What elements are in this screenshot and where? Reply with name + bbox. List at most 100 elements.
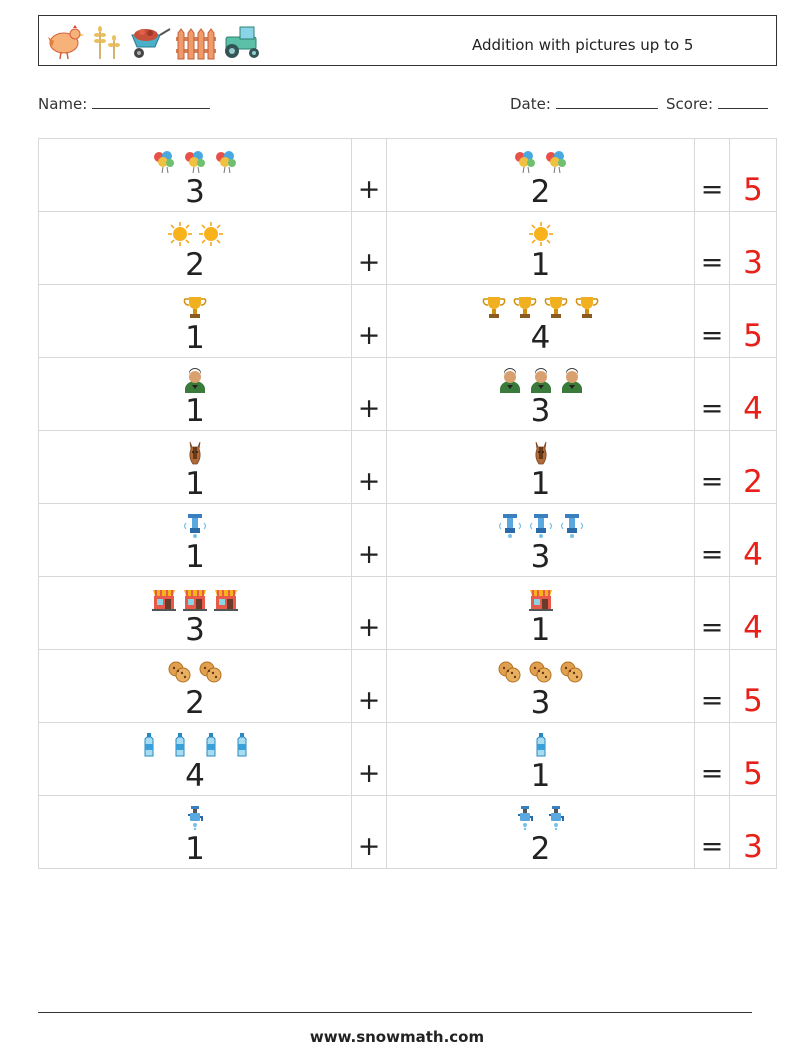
answer-value: 4	[743, 610, 763, 646]
answer-cell[interactable]: 2	[729, 430, 777, 504]
problem-row: 3 +2 = 5	[38, 138, 777, 212]
plus-sign: +	[357, 685, 381, 716]
answer-cell[interactable]: 5	[729, 722, 777, 796]
name-field[interactable]: Name:	[38, 94, 211, 113]
score-blank[interactable]	[717, 94, 768, 109]
worksheet-header: Addition with pictures up to 5	[38, 15, 777, 66]
problem-row: 3 +1 = 4	[38, 576, 777, 650]
balloons-icon	[151, 148, 177, 174]
plus-sign-cell: +	[351, 722, 387, 796]
first-addend-number: 1	[185, 831, 205, 867]
answer-cell[interactable]: 5	[729, 138, 777, 212]
date-label: Date:	[510, 95, 551, 113]
answer-cell[interactable]: 4	[729, 357, 777, 431]
trophy-icon	[543, 294, 569, 320]
bottle-icon	[136, 732, 162, 758]
name-blank[interactable]	[92, 94, 211, 109]
problem-row: 1 +3 = 4	[38, 503, 777, 577]
plus-sign: +	[357, 393, 381, 424]
person-icon	[182, 367, 208, 393]
bottle-icon	[229, 732, 255, 758]
answer-cell[interactable]: 5	[729, 649, 777, 723]
person-icon	[528, 367, 554, 393]
answer-cell[interactable]: 4	[729, 576, 777, 650]
second-addend-cell: 2	[386, 795, 695, 869]
second-addend-number: 4	[530, 320, 551, 356]
second-addend-number: 2	[530, 831, 551, 867]
second-addend-cell: 3	[386, 649, 695, 723]
second-addend-cell: 3	[386, 357, 695, 431]
faucet-icon	[543, 805, 569, 831]
plus-sign: +	[357, 247, 381, 278]
water-filter-icon	[528, 513, 554, 539]
date-blank[interactable]	[555, 94, 658, 109]
horse-icon	[528, 440, 554, 466]
worksheet-title: Addition with pictures up to 5	[472, 36, 694, 54]
equals-sign: =	[700, 612, 724, 643]
second-addend-number: 3	[530, 685, 551, 721]
footer-divider	[38, 1012, 752, 1013]
cookies-icon	[167, 659, 193, 685]
plus-sign-cell: +	[351, 795, 387, 869]
first-addend-pictures	[39, 220, 351, 248]
equals-sign: =	[700, 174, 724, 205]
equals-sign-cell: =	[694, 357, 730, 431]
trophy-icon	[481, 294, 507, 320]
sun-icon	[167, 221, 193, 247]
score-field[interactable]: Score:	[666, 94, 768, 113]
second-addend-pictures	[387, 585, 694, 613]
second-addend-cell: 1	[386, 576, 695, 650]
answer-value: 3	[743, 829, 763, 865]
plus-sign-cell: +	[351, 503, 387, 577]
first-addend-cell: 4	[38, 722, 352, 796]
second-addend-number: 3	[530, 539, 551, 575]
first-addend-number: 2	[185, 247, 205, 283]
first-addend-cell: 1	[38, 795, 352, 869]
first-addend-number: 3	[185, 612, 205, 648]
cookies-icon	[559, 659, 585, 685]
plus-sign: +	[357, 831, 381, 862]
problem-row: 1 +1 = 2	[38, 430, 777, 504]
trophy-icon	[182, 294, 208, 320]
problem-row: 4 +1 = 5	[38, 722, 777, 796]
first-addend-cell: 1	[38, 357, 352, 431]
first-addend-number: 1	[185, 466, 205, 502]
answer-cell[interactable]: 3	[729, 795, 777, 869]
problem-row: 2 +3 = 5	[38, 649, 777, 723]
balloons-icon	[543, 148, 569, 174]
date-field[interactable]: Date:	[510, 94, 658, 113]
answer-cell[interactable]: 5	[729, 284, 777, 358]
name-label: Name:	[38, 95, 88, 113]
first-addend-number: 1	[185, 320, 205, 356]
equals-sign-cell: =	[694, 503, 730, 577]
first-addend-cell: 1	[38, 503, 352, 577]
shop-icon	[151, 586, 177, 612]
first-addend-cell: 1	[38, 284, 352, 358]
first-addend-number: 4	[185, 758, 205, 794]
second-addend-pictures	[387, 220, 694, 248]
balloons-icon	[182, 148, 208, 174]
first-addend-pictures	[39, 512, 351, 540]
first-addend-pictures	[39, 293, 351, 321]
plus-sign-cell: +	[351, 284, 387, 358]
equals-sign-cell: =	[694, 430, 730, 504]
answer-value: 4	[743, 391, 763, 427]
answer-cell[interactable]: 3	[729, 211, 777, 285]
water-filter-icon	[182, 513, 208, 539]
first-addend-pictures	[39, 439, 351, 467]
second-addend-number: 1	[530, 247, 551, 283]
answer-cell[interactable]: 4	[729, 503, 777, 577]
bottle-icon	[198, 732, 224, 758]
second-addend-pictures	[387, 147, 694, 175]
second-addend-cell: 1	[386, 211, 695, 285]
answer-value: 4	[743, 537, 763, 573]
trophy-icon	[512, 294, 538, 320]
first-addend-pictures	[39, 804, 351, 832]
second-addend-pictures	[387, 366, 694, 394]
plus-sign-cell: +	[351, 430, 387, 504]
second-addend-number: 2	[530, 174, 551, 210]
equals-sign-cell: =	[694, 284, 730, 358]
problem-row: 1 +2 = 3	[38, 795, 777, 869]
shop-icon	[528, 586, 554, 612]
answer-value: 2	[743, 464, 763, 500]
